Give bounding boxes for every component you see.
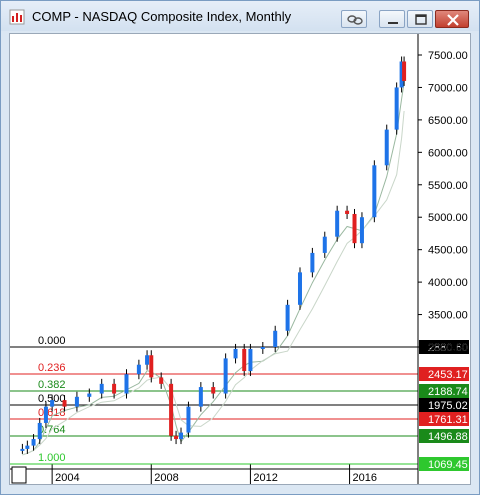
restore-icon (415, 14, 427, 25)
fib-value-tag (419, 340, 469, 354)
chart-area[interactable]: 0.0002880.600.2362453.170.3822188.740.50… (9, 33, 471, 485)
y-tick-label: 7000.00 (428, 82, 468, 94)
candle-body (136, 364, 141, 375)
close-icon (447, 14, 459, 26)
candle-body (74, 396, 79, 407)
x-tick-label: 2004 (55, 472, 79, 484)
candle-body (285, 304, 290, 331)
fib-value-tag (419, 412, 469, 426)
candle-body (149, 355, 154, 378)
link-chain-icon (347, 15, 363, 25)
axis-labels: 3000.00 3500.00 4000.00 4500.00 5000.00 5500.… (10, 34, 468, 484)
fib-ratio-label: 0.382 (38, 379, 66, 391)
fib-ratio-label: 1.000 (38, 452, 66, 464)
candle-body (20, 448, 25, 451)
fib-value-label: 1975.02 (428, 400, 468, 412)
candle-body (50, 400, 55, 407)
y-tick-label: 6500.00 (428, 115, 468, 127)
y-tick-label: 6000.00 (428, 147, 468, 159)
minimize-icon (388, 22, 398, 24)
candle-body (62, 400, 67, 407)
y-tick-label: 4000.00 (428, 277, 468, 289)
x-tick-label: 2016 (353, 472, 377, 484)
candle-body (169, 383, 174, 436)
fib-value-label: 1496.88 (428, 431, 468, 443)
fib-value-tag (419, 429, 469, 443)
candle-body (112, 383, 117, 394)
moving-average-line-2 (22, 110, 405, 456)
y-tick-label: 4500.00 (428, 245, 468, 257)
candle-body (248, 348, 253, 372)
candle-body (359, 217, 364, 244)
fib-value-label: 1761.31 (428, 414, 468, 426)
candle-body (310, 252, 315, 273)
title-bar[interactable]: COMP - NASDAQ Composite Index, Monthly (1, 1, 479, 31)
fib-value-tag (419, 457, 469, 471)
candle-body (43, 406, 48, 423)
moving-average-line-1 (22, 82, 405, 456)
fib-value-tag (419, 398, 469, 412)
moving-averages (22, 82, 405, 456)
candle-body (223, 358, 228, 394)
candle-body (394, 87, 399, 130)
candle-body (174, 435, 179, 440)
candle-body (242, 348, 247, 372)
minimize-button[interactable] (379, 10, 405, 28)
candle-body (31, 439, 36, 446)
fibonacci-levels: 0.0002880.600.2362453.170.3822188.740.50… (10, 335, 469, 471)
close-button[interactable] (435, 10, 469, 28)
y-tick-label: 7500.00 (428, 50, 468, 62)
candle-body (186, 406, 191, 433)
candle-body (179, 432, 184, 440)
candle-body (145, 355, 150, 365)
fib-value-label: 1069.45 (428, 459, 468, 471)
candle-body (198, 387, 203, 407)
link-button[interactable] (341, 10, 367, 28)
candle-body (99, 383, 104, 394)
fib-ratio-label: 0.000 (38, 335, 66, 347)
x-tick-label: 2008 (154, 472, 178, 484)
candle-body (260, 347, 265, 349)
candle-body (273, 330, 278, 347)
candle-body (211, 387, 216, 394)
candle-body (335, 210, 340, 237)
window-title: COMP - NASDAQ Composite Index, Monthly (32, 9, 292, 24)
x-tick-label: 2012 (253, 472, 277, 484)
chart-app-icon (9, 9, 25, 25)
candle-body (297, 272, 302, 305)
candle-body (402, 61, 407, 81)
fib-value-label: 2880.60 (428, 342, 468, 354)
candle-body (233, 348, 238, 359)
y-tick-label: 3500.00 (428, 310, 468, 322)
fib-value-label: 2188.74 (428, 386, 468, 398)
fib-ratio-label: 0.236 (38, 362, 66, 374)
restore-button[interactable] (407, 10, 433, 28)
fib-value-tag (419, 367, 469, 381)
candle-body (25, 445, 30, 449)
candle-body (399, 61, 404, 88)
candle-body (37, 422, 42, 440)
fib-value-label: 2453.17 (428, 369, 468, 381)
y-tick-label: 5000.00 (428, 212, 468, 224)
fib-value-tag (419, 384, 469, 398)
candle-body (345, 210, 350, 214)
scroll-thumb[interactable] (11, 466, 27, 484)
y-tick-label: 3000.00 (428, 342, 468, 354)
candle-body (87, 393, 92, 397)
x-grid (51, 464, 351, 484)
candle-body (322, 236, 327, 253)
candle-body (384, 129, 389, 166)
candle-body (352, 213, 357, 244)
y-tick-label: 5500.00 (428, 180, 468, 192)
price-candles (20, 56, 407, 454)
candle-body (372, 165, 377, 218)
chart-svg[interactable]: 0.0002880.600.2362453.170.3822188.740.50… (10, 34, 470, 484)
candle-body (159, 377, 164, 384)
candle-body (124, 374, 129, 394)
